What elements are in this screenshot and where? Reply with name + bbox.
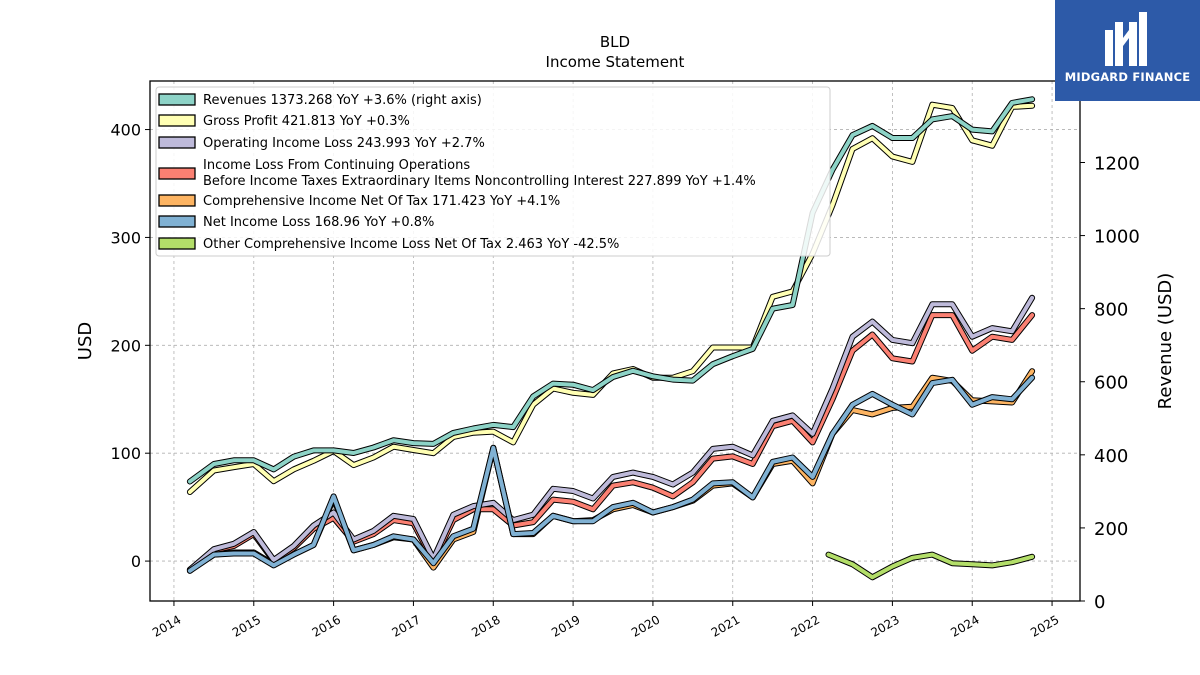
chart-subtitle: Income Statement — [546, 53, 685, 71]
legend-swatch-operating-income — [158, 136, 196, 149]
x-tick-label: 2021 — [709, 612, 742, 639]
series-line-net-income-loss — [187, 375, 1035, 573]
legend-swatch-pretax-income — [158, 167, 196, 180]
y-tick-label-right: 1200 — [1094, 153, 1140, 174]
x-tick-label: 2023 — [868, 612, 901, 639]
chart-title: BLD — [600, 33, 630, 51]
legend-swatch-revenues — [158, 93, 196, 106]
y-tick-label-left: 300 — [110, 228, 141, 247]
y-tick-label-right: 600 — [1094, 373, 1128, 394]
x-tick-label: 2024 — [948, 612, 981, 639]
y-tick-label-right: 0 — [1094, 592, 1105, 613]
legend-label-gross-profit: Gross Profit 421.813 YoY +0.3% — [203, 114, 410, 129]
y-tick-label-right: 1000 — [1094, 227, 1140, 248]
series-outline-other-comprehensive-income-loss-net-of-tax — [825, 551, 1036, 581]
legend-label-pretax-income-line2: Before Income Taxes Extraordinary Items … — [203, 174, 756, 189]
series-line-income-loss-from-continuing-operations-before-income-taxes-extraordinary-items-noncontrolling-interest — [187, 313, 1035, 573]
legend-box — [155, 86, 831, 257]
x-tick-label: 2022 — [789, 612, 822, 639]
legend-label-operating-income: Operating Income Loss 243.993 YoY +2.7% — [203, 136, 485, 151]
legend-label-pretax-income-line1: Income Loss From Continuing Operations — [203, 158, 470, 173]
x-tick-label: 2015 — [230, 612, 263, 639]
y-tick-label-left: 100 — [110, 444, 141, 463]
legend-swatch-net-income — [158, 215, 196, 228]
legend: Revenues 1373.268 YoY +3.6% (right axis)… — [155, 86, 831, 257]
legend-swatch-comprehensive-income — [158, 194, 196, 207]
y-tick-label-right: 400 — [1094, 446, 1128, 467]
y-tick-label-left: 400 — [110, 121, 141, 140]
legend-label-other-comprehensive: Other Comprehensive Income Loss Net Of T… — [203, 237, 619, 252]
series-line-operating-income-loss — [187, 295, 1035, 572]
series-line-revenues — [187, 97, 1035, 484]
plot-frame — [149, 80, 1081, 602]
y-tick-label-left: 200 — [110, 336, 141, 355]
midgard-logo-icon — [1105, 12, 1147, 66]
series-lines — [186, 96, 1036, 581]
series-line-other-comprehensive-income-loss-net-of-tax — [826, 552, 1035, 580]
y-tick-label-right: 800 — [1094, 300, 1128, 321]
y-tick-label-right: 200 — [1094, 519, 1128, 540]
legend-swatch-other-comprehensive — [158, 237, 196, 250]
x-tick-label: 2017 — [389, 612, 422, 639]
y-axis-label-right: Revenue (USD) — [1155, 273, 1176, 410]
brand-logo: MIDGARD FINANCE — [1055, 0, 1200, 101]
x-tick-label: 2016 — [310, 612, 343, 639]
x-tick-label: 2020 — [629, 612, 662, 639]
y-axis-label-left: USD — [75, 322, 96, 360]
legend-label-comprehensive-income: Comprehensive Income Net Of Tax 171.423 … — [203, 194, 560, 209]
legend-swatch-gross-profit — [158, 114, 196, 127]
x-tick-label: 2019 — [549, 612, 582, 639]
brand-name: MIDGARD FINANCE — [1064, 70, 1191, 84]
x-tick-label: 2025 — [1028, 612, 1061, 639]
x-tick-label: 2018 — [469, 612, 502, 639]
x-tick-label: 2014 — [150, 612, 183, 639]
legend-label-revenues: Revenues 1373.268 YoY +3.6% (right axis) — [203, 93, 482, 108]
y-tick-label-left: 0 — [131, 552, 141, 571]
legend-label-net-income: Net Income Loss 168.96 YoY +0.8% — [203, 215, 434, 230]
